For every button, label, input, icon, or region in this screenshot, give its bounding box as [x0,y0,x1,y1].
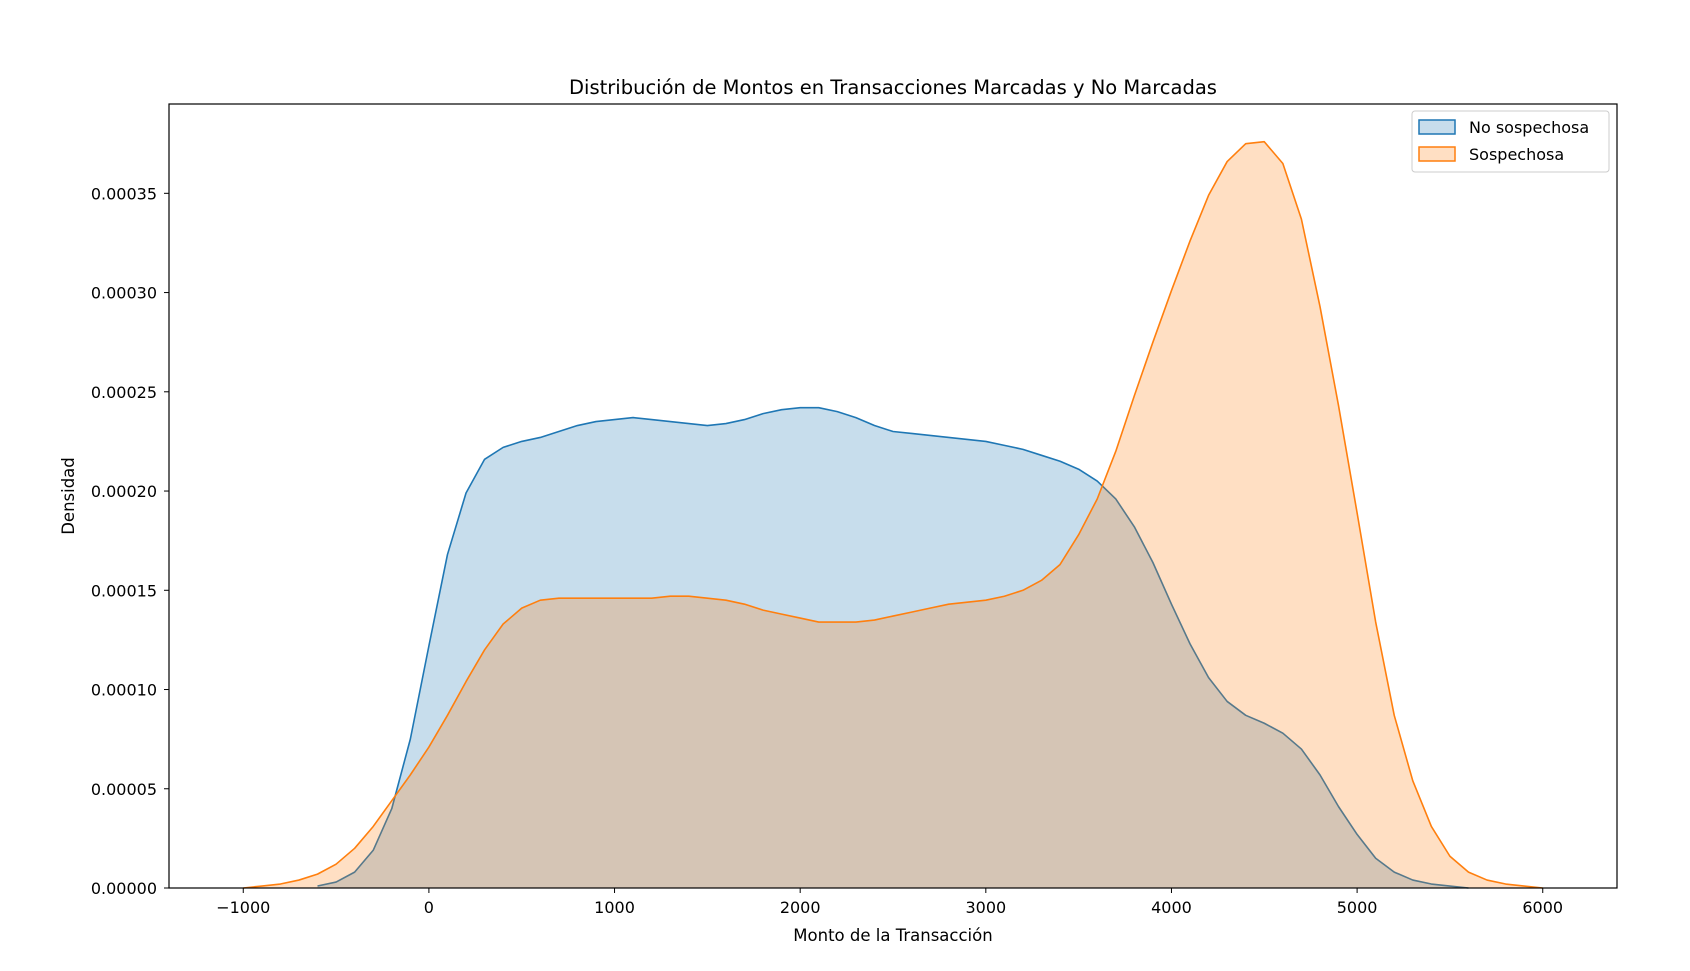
density-line-no-sospechosa [317,406,1469,889]
legend-label-sospechosa: Sospechosa [1469,145,1564,164]
y-tick-label: 0.00010 [91,681,157,700]
y-axis-label: Densidad [59,457,78,535]
chart-title: Distribución de Montos en Transacciones … [569,76,1217,99]
axes-frame [168,103,1618,889]
x-tick-label: 2000 [780,898,821,917]
x-tick-label: 4000 [1151,898,1192,917]
x-axis-ticks: −1000 0 1000 2000 3000 4000 5000 6000 [216,888,1563,917]
density-fill-sospechosa [243,141,1543,888]
y-tick-label: 0.00030 [91,284,157,303]
legend-box [1411,110,1610,173]
density-line-sospechosa [243,140,1543,889]
x-tick-label: −1000 [216,898,270,917]
plot-area [243,140,1543,889]
y-tick-label: 0.00000 [91,879,157,898]
legend-swatch-sospechosa [1418,146,1456,162]
x-tick-label: 5000 [1337,898,1378,917]
y-tick-label: 0.00015 [91,581,157,600]
legend-label-no-sospechosa: No sospechosa [1469,118,1589,137]
x-tick-label: 1000 [594,898,635,917]
legend: No sospechosa Sospechosa [1411,110,1610,173]
y-axis-ticks: 0.00000 0.00005 0.00010 0.00015 0.00020 0.000… [91,184,169,898]
x-axis-label: Monto de la Transacción [793,926,992,945]
y-tick-label: 0.00020 [91,482,157,501]
density-fill-no-sospechosa [317,407,1469,888]
y-tick-label: 0.00025 [91,383,157,402]
x-tick-label: 3000 [965,898,1006,917]
y-tick-label: 0.00005 [91,780,157,799]
x-tick-label: 6000 [1522,898,1563,917]
y-tick-label: 0.00035 [91,184,157,203]
x-tick-label: 0 [424,898,434,917]
legend-swatch-no-sospechosa [1418,119,1456,135]
